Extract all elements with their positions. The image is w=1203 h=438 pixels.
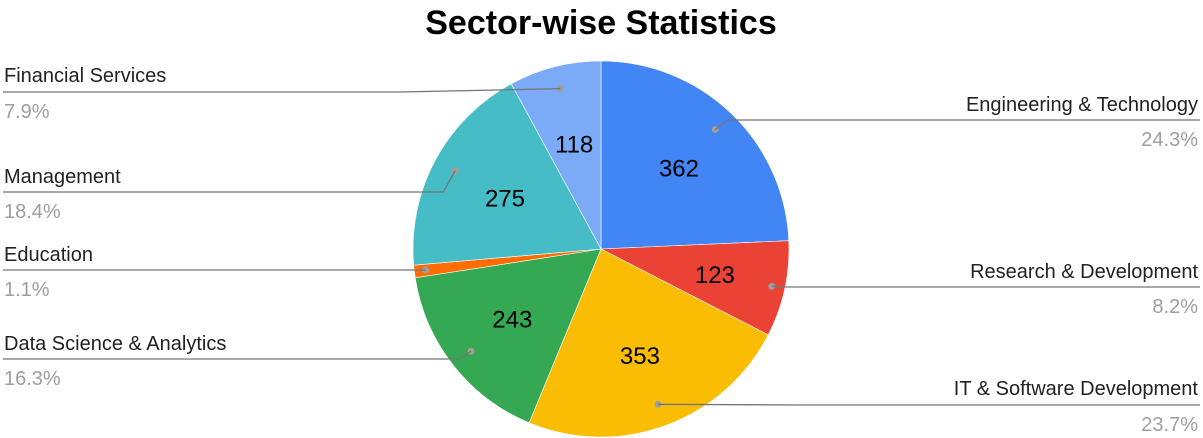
outer-labels: Engineering & Technology 24.3% Research & … — [4, 65, 1198, 436]
leader-line-engineering-and-technology — [714, 119, 1200, 130]
slice-percent-education: 1.1% — [4, 279, 50, 301]
slice-value-research-and-development: 123 — [695, 262, 735, 289]
slice-label-engineering-and-technology: Engineering & Technology — [966, 94, 1198, 116]
slice-percent-it-and-software-development: 23.7% — [1141, 414, 1198, 436]
leader-line-it-and-software-development — [658, 403, 1200, 406]
leader-line-research-and-development — [771, 285, 1200, 288]
slice-label-research-and-development: Research & Development — [970, 261, 1198, 283]
slice-label-data-science-and-analytics: Data Science & Analytics — [4, 333, 226, 355]
slice-label-it-and-software-development: IT & Software Development — [954, 378, 1199, 400]
slice-percent-engineering-and-technology: 24.3% — [1141, 129, 1198, 151]
slice-label-financial-services: Financial Services — [4, 65, 166, 87]
leader-line-management — [3, 170, 456, 193]
leader-line-financial-services — [3, 88, 561, 93]
pie-slice-engineering-and-technology — [600, 60, 790, 250]
pie-slice-management — [412, 83, 602, 266]
slice-value-engineering-and-technology: 362 — [659, 155, 699, 182]
slice-value-data-science-and-analytics: 243 — [492, 307, 532, 334]
pie-slice-data-science-and-analytics — [414, 248, 602, 424]
slice-label-management: Management — [4, 166, 121, 188]
slice-percent-financial-services: 7.9% — [4, 101, 50, 123]
slice-percent-data-science-and-analytics: 16.3% — [4, 368, 61, 390]
pie-slice-financial-services — [510, 60, 602, 250]
slice-value-it-and-software-development: 353 — [620, 343, 660, 370]
slice-value-financial-services: 118 — [555, 131, 593, 158]
pie-slice-research-and-development — [599, 240, 790, 336]
leader-line-data-science-and-analytics — [3, 350, 472, 360]
pie-slice-it-and-software-development — [528, 248, 769, 438]
slice-value-labels: 362 123 353 243 275 118 — [485, 131, 735, 370]
leader-lines — [3, 85, 1200, 408]
chart-title: Sector-wise Statistics — [425, 4, 776, 42]
slice-percent-management: 18.4% — [4, 201, 61, 223]
slice-percent-research-and-development: 8.2% — [1152, 296, 1198, 318]
slice-value-management: 275 — [485, 185, 525, 212]
pie-slices — [412, 60, 790, 438]
slice-label-education: Education — [4, 244, 93, 266]
